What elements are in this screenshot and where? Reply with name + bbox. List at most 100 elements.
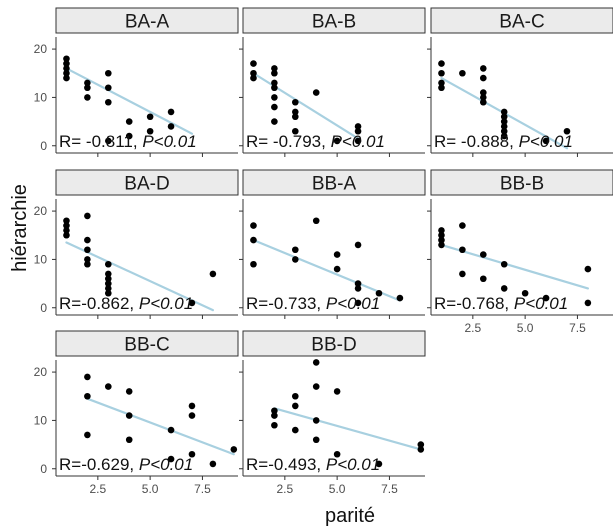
p-value: P<0.01 bbox=[326, 455, 380, 474]
x-tick-label: 7.5 bbox=[194, 482, 211, 496]
panels-layer: BA-A 0 10 20 R= -0.811, P<0.01 BA-B R= -0.793,… bbox=[34, 7, 613, 496]
facet-strip bbox=[242, 169, 426, 196]
data-point bbox=[84, 392, 91, 400]
r-value: R=-0.768, bbox=[434, 294, 514, 313]
data-point bbox=[250, 236, 257, 244]
data-point bbox=[146, 127, 154, 135]
data-point bbox=[459, 222, 466, 229]
data-point bbox=[438, 60, 445, 67]
data-point bbox=[542, 294, 550, 302]
data-point bbox=[271, 69, 278, 77]
data-point bbox=[438, 241, 445, 249]
p-value: P<0.01 bbox=[142, 132, 196, 151]
data-point bbox=[584, 265, 592, 273]
data-point bbox=[375, 460, 383, 468]
data-point bbox=[479, 251, 487, 258]
data-point bbox=[563, 127, 571, 135]
x-tick-label: 2.5 bbox=[464, 321, 481, 335]
data-point bbox=[167, 123, 175, 130]
data-point bbox=[438, 236, 445, 244]
data-point bbox=[63, 74, 70, 82]
data-point bbox=[438, 227, 445, 234]
data-point bbox=[84, 373, 91, 381]
regression-line bbox=[65, 241, 214, 312]
data-point bbox=[84, 84, 91, 92]
r-value: R= -0.888, bbox=[434, 132, 519, 151]
data-point bbox=[104, 383, 112, 390]
r-value: R=-0.862, bbox=[59, 294, 139, 313]
x-tick-label: 7.5 bbox=[381, 482, 398, 496]
data-point bbox=[84, 236, 91, 244]
facet-strip bbox=[242, 330, 426, 357]
data-point bbox=[521, 289, 529, 297]
data-point bbox=[63, 55, 70, 63]
data-point bbox=[459, 246, 466, 254]
y-tick-label: 20 bbox=[34, 42, 48, 56]
y-tick-label: 10 bbox=[34, 90, 48, 104]
data-point bbox=[291, 256, 299, 263]
x-axis-title: parité bbox=[325, 505, 375, 526]
data-point bbox=[271, 84, 278, 92]
data-point bbox=[104, 285, 112, 292]
panel-bb-d: BB-D2.5 5.0 7.5R=-0.493, P<0.01 bbox=[239, 330, 426, 496]
data-point bbox=[250, 260, 257, 268]
stat-annotation: R= -0.811, P<0.01 bbox=[59, 132, 197, 151]
data-point bbox=[104, 84, 112, 92]
facet-strip bbox=[430, 169, 613, 196]
facet-label: BA-B bbox=[312, 12, 356, 33]
data-point bbox=[271, 79, 278, 87]
data-point bbox=[250, 69, 257, 77]
r-value: R= -0.793, bbox=[246, 132, 331, 151]
data-point bbox=[104, 280, 112, 287]
data-point bbox=[84, 260, 91, 268]
data-point bbox=[84, 256, 91, 263]
data-point bbox=[125, 412, 133, 419]
panel-ba-b: BA-B R= -0.793, P<0.01 bbox=[239, 7, 426, 157]
data-point bbox=[84, 94, 91, 101]
data-point bbox=[354, 123, 362, 130]
data-point bbox=[125, 118, 133, 125]
data-point bbox=[271, 65, 278, 72]
y-tick-label: 20 bbox=[34, 204, 48, 218]
stat-annotation: R=-0.768, P<0.01 bbox=[434, 294, 568, 313]
data-point bbox=[479, 275, 487, 283]
data-point bbox=[500, 113, 508, 121]
data-point bbox=[291, 402, 299, 410]
data-point bbox=[354, 285, 362, 292]
data-point bbox=[396, 294, 404, 302]
data-point bbox=[291, 246, 299, 254]
r-value: R=-0.493, bbox=[246, 455, 326, 474]
facet-strip bbox=[242, 7, 426, 34]
data-point bbox=[438, 79, 445, 87]
data-point bbox=[479, 98, 487, 106]
data-point bbox=[333, 450, 341, 458]
p-value: P<0.01 bbox=[514, 294, 568, 313]
data-point bbox=[104, 98, 112, 106]
data-point bbox=[354, 299, 362, 307]
regression-line bbox=[252, 72, 360, 140]
facet-label: BB-A bbox=[312, 174, 357, 195]
data-point bbox=[500, 108, 508, 116]
x-tick-label: 5.0 bbox=[142, 482, 159, 496]
panel-ba-c: BA-C R= -0.888, P<0.01 bbox=[427, 7, 613, 157]
data-point bbox=[291, 127, 299, 135]
data-point bbox=[167, 108, 175, 116]
data-point bbox=[354, 241, 362, 249]
data-point bbox=[500, 127, 508, 135]
data-point bbox=[479, 74, 487, 82]
regression-line bbox=[273, 407, 422, 451]
r-value: R=-0.733, bbox=[246, 294, 326, 313]
data-point bbox=[375, 289, 383, 297]
regression-line bbox=[252, 238, 401, 302]
facet-strip bbox=[55, 169, 239, 196]
data-point bbox=[125, 132, 133, 140]
data-point bbox=[312, 89, 320, 96]
data-point bbox=[438, 231, 445, 239]
stat-annotation: R=-0.493, P<0.01 bbox=[246, 455, 380, 474]
data-point bbox=[63, 217, 70, 225]
data-point bbox=[188, 402, 196, 410]
data-point bbox=[333, 388, 341, 395]
data-point bbox=[125, 388, 133, 395]
data-point bbox=[104, 260, 112, 268]
